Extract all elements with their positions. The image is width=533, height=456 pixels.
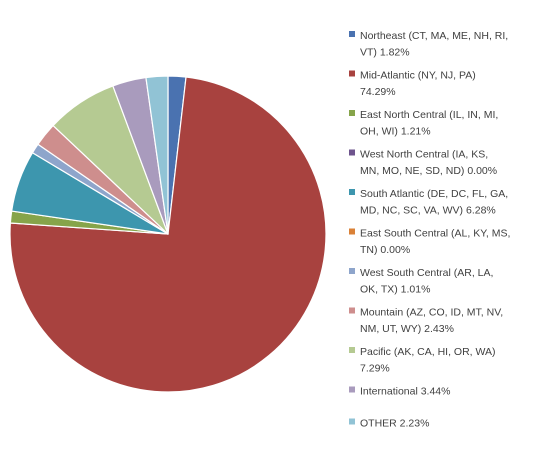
legend-item-4: South Atlantic (DE, DC, FL, GA, MD, NC, S… <box>349 188 508 217</box>
legend-label-4: South Atlantic (DE, DC, FL, GA, MD, NC, S… <box>360 188 508 217</box>
legend-swatch-5 <box>349 228 355 235</box>
legend-swatch-4 <box>349 189 355 195</box>
legend-label-3: West North Central (IA, KS, MN, MO, NE, S… <box>360 149 497 178</box>
legend-swatch-1 <box>349 70 355 77</box>
legend-label-5: East South Central (AL, KY, MS, TN) 0.00% <box>360 228 510 257</box>
legend-item-6: West South Central (AR, LA, OK, TX) 1.01% <box>349 267 493 296</box>
legend-item-10: OTHER 2.23% <box>349 418 429 430</box>
legend-item-8: Pacific (AK, CA, HI, OR, WA) 7.29% <box>349 346 496 375</box>
pie-slice-10 <box>145 75 169 235</box>
legend-label-9: International 3.44% <box>360 386 450 398</box>
legend-label-10: OTHER 2.23% <box>360 418 429 430</box>
legend-item-5: East South Central (AL, KY, MS, TN) 0.00% <box>349 228 510 257</box>
legend-item-1: Mid-Atlantic (NY, NJ, PA) 74.29% <box>349 70 476 99</box>
legend-swatch-2 <box>349 110 355 116</box>
legend-swatch-6 <box>349 268 355 274</box>
legend-swatch-3 <box>349 149 355 156</box>
legend-swatch-8 <box>349 347 355 353</box>
legend-item-7: Mountain (AZ, CO, ID, MT, NV, NM, UT, WY)… <box>349 307 503 336</box>
legend-label-1: Mid-Atlantic (NY, NJ, PA) 74.29% <box>360 70 476 99</box>
legend-item-9: International 3.44% <box>349 386 450 398</box>
legend-label-2: East North Central (IL, IN, MI, OH, WI) 1… <box>360 109 498 138</box>
legend: Northeast (CT, MA, ME, NH, RI, VT) 1.82% M… <box>349 30 510 430</box>
legend-swatch-10 <box>349 418 355 425</box>
legend-item-3: West North Central (IA, KS, MN, MO, NE, S… <box>349 149 497 178</box>
legend-label-7: Mountain (AZ, CO, ID, MT, NV, NM, UT, WY)… <box>360 307 503 336</box>
legend-item-2: East North Central (IL, IN, MI, OH, WI) 1… <box>349 109 498 138</box>
legend-label-0: Northeast (CT, MA, ME, NH, RI, VT) 1.82% <box>360 30 508 59</box>
legend-item-0: Northeast (CT, MA, ME, NH, RI, VT) 1.82% <box>349 30 508 59</box>
legend-swatch-0 <box>349 31 355 37</box>
legend-label-6: West South Central (AR, LA, OK, TX) 1.01% <box>360 267 493 296</box>
legend-label-8: Pacific (AK, CA, HI, OR, WA) 7.29% <box>360 346 496 375</box>
legend-swatch-9 <box>349 386 355 393</box>
legend-swatch-7 <box>349 307 355 314</box>
pie-slices <box>9 75 327 393</box>
